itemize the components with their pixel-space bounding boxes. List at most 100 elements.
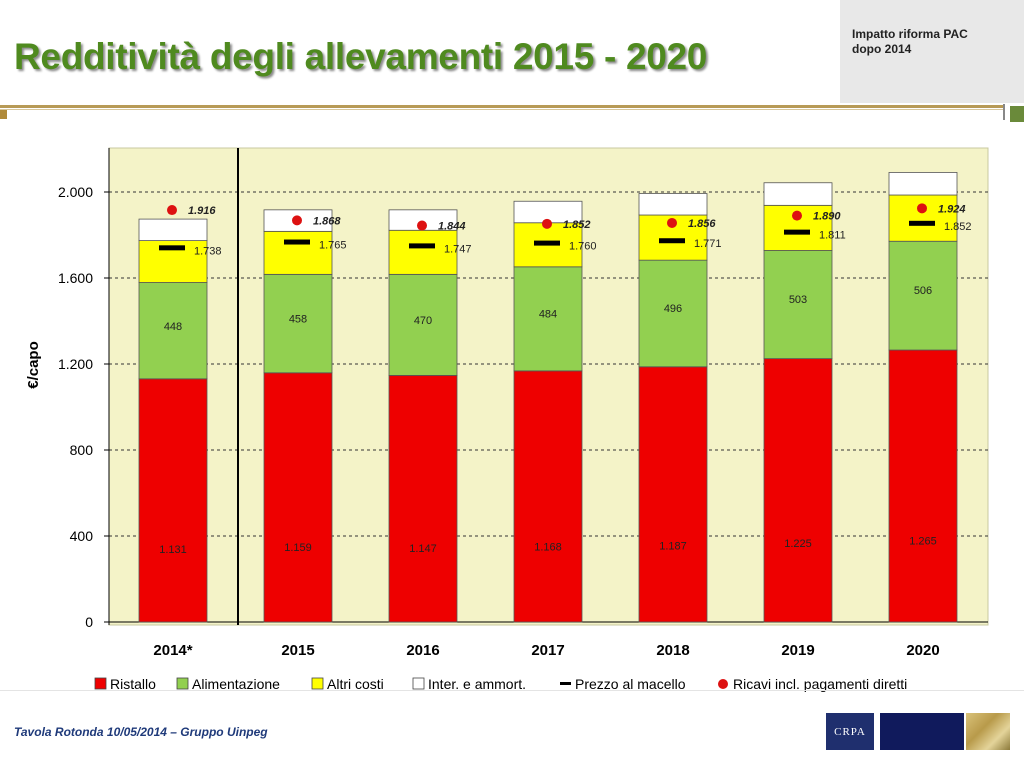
bar-value-label: 1.168 bbox=[534, 542, 562, 554]
prezzo-label: 1.811 bbox=[819, 230, 846, 242]
header-corner-text: Impatto riforma PAC dopo 2014 bbox=[852, 27, 1012, 57]
x-tick-label: 2018 bbox=[656, 642, 689, 659]
legend-swatch bbox=[718, 679, 728, 689]
prezzo-marker bbox=[659, 238, 685, 244]
header-divider-thin bbox=[0, 109, 1004, 110]
bar-ristallo bbox=[638, 366, 708, 623]
bar-ristallo bbox=[888, 349, 958, 623]
ricavi-marker bbox=[667, 217, 677, 228]
ricavi-marker bbox=[542, 218, 552, 229]
ricavi-label: 1.890 bbox=[813, 211, 841, 223]
prezzo-marker bbox=[784, 229, 810, 235]
bar-value-label: 506 bbox=[914, 285, 932, 297]
bar-alimentazione bbox=[138, 282, 208, 380]
bar-value-label: 503 bbox=[789, 294, 807, 306]
x-tick-label: 2014* bbox=[153, 642, 192, 659]
bar-value-label: 1.159 bbox=[284, 542, 312, 554]
legend-swatch bbox=[176, 677, 189, 690]
prezzo-marker bbox=[409, 243, 435, 249]
footer-caption: Tavola Rotonda 10/05/2014 – Gruppo Uinpe… bbox=[14, 725, 268, 739]
bar-ristallo bbox=[388, 374, 458, 623]
bar-value-label: 1.131 bbox=[159, 544, 187, 556]
page-title: Redditività degli allevamenti 2015 - 202… bbox=[14, 36, 708, 77]
ricavi-label: 1.924 bbox=[938, 203, 966, 215]
y-tick-label: 0 bbox=[85, 614, 93, 630]
ricavi-marker bbox=[917, 203, 927, 214]
ricavi-label: 1.852 bbox=[563, 219, 591, 231]
bar-value-label: 484 bbox=[539, 309, 557, 321]
prezzo-label: 1.760 bbox=[569, 241, 597, 253]
legend-swatch bbox=[412, 677, 425, 690]
ricavi-label: 1.868 bbox=[313, 215, 341, 227]
bar-value-label: 1.225 bbox=[784, 538, 812, 550]
ricavi-marker bbox=[167, 205, 177, 216]
stacked-bar-chart: 0 400 800 1.200 1.600 2.000 €/capo 1.131 448 2014… bbox=[25, 147, 989, 692]
bar-alimentazione bbox=[388, 273, 458, 376]
header-corner-panel bbox=[840, 0, 1024, 103]
bar-ristallo bbox=[138, 378, 208, 623]
prezzo-marker bbox=[159, 245, 185, 251]
corner-text-line-1: Impatto riforma PAC bbox=[852, 27, 968, 41]
bar-value-label: 1.187 bbox=[659, 540, 687, 552]
legend-swatch bbox=[560, 682, 571, 685]
bar-ristallo bbox=[513, 370, 583, 623]
prezzo-marker bbox=[534, 240, 560, 246]
bar-altri-costi bbox=[888, 194, 958, 242]
bar-value-label: 458 bbox=[289, 314, 307, 326]
hay-bales-photo bbox=[966, 713, 1010, 750]
y-tick-label: 1.600 bbox=[58, 270, 93, 286]
corner-text-line-2: dopo 2014 bbox=[852, 42, 912, 56]
bar-alimentazione bbox=[888, 240, 958, 351]
legend-label: Prezzo al macello bbox=[575, 676, 686, 692]
bar-alimentazione bbox=[763, 250, 833, 360]
ricavi-label: 1.844 bbox=[438, 221, 466, 233]
legend-label: Ristallo bbox=[110, 676, 156, 692]
bar-inter-ammort bbox=[763, 182, 833, 206]
legend-label: Altri costi bbox=[327, 676, 384, 692]
crpa-logo: CRPA bbox=[826, 713, 874, 750]
x-tick-label: 2019 bbox=[781, 642, 814, 659]
bar-altri-costi bbox=[263, 230, 333, 275]
legend-swatch bbox=[311, 677, 324, 690]
prezzo-label: 1.738 bbox=[194, 245, 222, 257]
bar-value-label: 1.265 bbox=[909, 535, 937, 547]
prezzo-marker bbox=[284, 239, 310, 245]
footer-divider bbox=[0, 690, 1024, 691]
prezzo-label: 1.852 bbox=[944, 221, 972, 233]
bar-inter-ammort bbox=[888, 172, 958, 196]
bar-alimentazione bbox=[513, 266, 583, 372]
ricavi-marker bbox=[417, 220, 427, 231]
ricavi-marker bbox=[792, 210, 802, 221]
bar-altri-costi bbox=[388, 229, 458, 275]
x-tick-label: 2016 bbox=[406, 642, 439, 659]
ricavi-label: 1.856 bbox=[688, 218, 716, 230]
prezzo-label: 1.765 bbox=[319, 240, 347, 252]
bar-value-label: 1.147 bbox=[409, 543, 437, 555]
divider-right-mark bbox=[1010, 106, 1024, 122]
bar-ristallo bbox=[763, 358, 833, 623]
legend-swatch bbox=[94, 677, 107, 690]
legend-label: Inter. e ammort. bbox=[428, 676, 526, 692]
prezzo-label: 1.771 bbox=[694, 238, 722, 250]
prezzo-label: 1.747 bbox=[444, 243, 472, 255]
bar-value-label: 448 bbox=[164, 321, 182, 333]
legend-label: Ricavi incl. pagamenti diretti bbox=[733, 676, 907, 692]
prezzo-marker bbox=[909, 220, 935, 226]
divider-left-mark bbox=[0, 110, 7, 119]
y-tick-label: 400 bbox=[70, 528, 94, 544]
ricavi-label: 1.916 bbox=[188, 205, 216, 217]
y-axis-label: €/capo bbox=[25, 341, 42, 389]
x-tick-label: 2020 bbox=[906, 642, 939, 659]
y-tick-label: 2.000 bbox=[58, 184, 93, 200]
y-tick-label: 1.200 bbox=[58, 356, 93, 372]
bar-value-label: 470 bbox=[414, 315, 432, 327]
legend-label: Alimentazione bbox=[192, 676, 280, 692]
bar-inter-ammort bbox=[638, 193, 708, 216]
bar-ristallo bbox=[263, 372, 333, 623]
header-divider bbox=[0, 105, 1004, 108]
x-tick-label: 2017 bbox=[531, 642, 564, 659]
y-tick-label: 800 bbox=[70, 442, 94, 458]
divider-right-bar bbox=[1003, 104, 1005, 120]
x-tick-label: 2015 bbox=[281, 642, 314, 659]
ricavi-marker bbox=[292, 215, 302, 226]
